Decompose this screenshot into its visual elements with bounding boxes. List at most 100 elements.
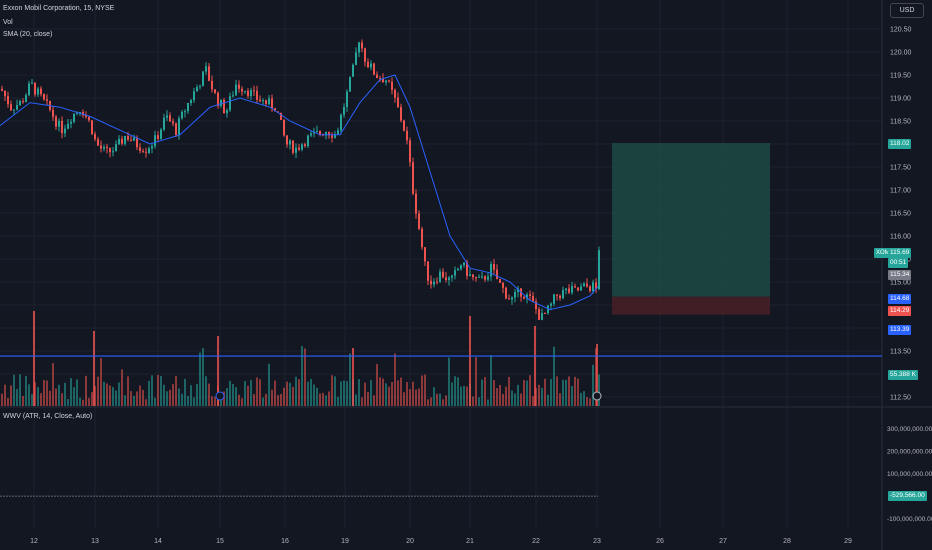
candle-body xyxy=(52,109,54,117)
candle-body xyxy=(481,276,483,278)
sma-legend: SMA (20, close) xyxy=(3,31,53,38)
candle-body xyxy=(115,144,117,152)
volume-bar xyxy=(274,380,276,406)
candle-body xyxy=(358,42,360,53)
volume-bar xyxy=(253,394,255,406)
volume-bar xyxy=(532,396,534,406)
volume-bar xyxy=(223,391,225,406)
stop-badge: 114.29 xyxy=(888,306,912,316)
candle-body xyxy=(274,108,276,112)
candle-body xyxy=(145,151,147,153)
price-tick-label: 119.50 xyxy=(890,73,911,80)
candle-body xyxy=(64,128,66,134)
candle-body xyxy=(361,42,363,49)
volume-bar xyxy=(100,358,102,406)
volume-bar xyxy=(73,387,75,406)
volume-bar xyxy=(316,387,318,406)
position-zones[interactable] xyxy=(612,143,770,315)
candle-body xyxy=(130,139,132,141)
candle-body xyxy=(373,63,375,75)
candle-body xyxy=(259,99,261,102)
volume-bar xyxy=(373,395,375,406)
candle-body xyxy=(454,270,456,276)
wwv-pane: 300,000,000.00 200,000,000.00 100,000,000.… xyxy=(0,426,932,523)
volume-bar xyxy=(241,398,243,406)
candle-body xyxy=(238,84,240,89)
volume-bar xyxy=(361,397,363,406)
candle-body xyxy=(403,120,405,131)
candle-body xyxy=(391,81,393,90)
volume-bar xyxy=(505,386,507,406)
countdown-badge: 00:51 xyxy=(888,258,909,268)
time-tick-label: 21 xyxy=(466,538,474,545)
candle-body xyxy=(217,92,219,106)
candle-body xyxy=(424,247,426,262)
volume-bar xyxy=(136,391,138,406)
volume-bar xyxy=(565,379,567,406)
candle-body xyxy=(427,261,429,281)
candle-body xyxy=(13,109,15,111)
candle-body xyxy=(55,116,57,127)
candle-body xyxy=(460,265,462,269)
candle-body xyxy=(229,96,231,111)
candle-body xyxy=(7,96,9,105)
candle-body xyxy=(277,111,279,113)
candle-body xyxy=(10,104,12,111)
candle-body xyxy=(466,262,468,276)
volume-bar xyxy=(487,399,489,406)
candle-body xyxy=(181,111,183,119)
candle-body xyxy=(334,134,336,138)
candle-body xyxy=(109,147,111,153)
volume-bar xyxy=(499,384,501,406)
candle-body xyxy=(598,250,600,290)
candle-body xyxy=(382,78,384,83)
candle-body xyxy=(127,136,129,140)
currency-button[interactable]: USD xyxy=(890,3,924,18)
price-candles[interactable] xyxy=(1,39,600,321)
candle-body xyxy=(154,135,156,147)
volume-bar xyxy=(514,393,516,406)
volume-bar xyxy=(553,346,555,406)
candle-body xyxy=(31,82,33,84)
volume-bar xyxy=(523,379,525,406)
volume-bar xyxy=(544,378,546,406)
volume-bar xyxy=(151,375,153,406)
volume-bar xyxy=(421,375,423,406)
candle-body xyxy=(193,91,195,101)
volume-bar xyxy=(550,378,552,406)
candle-body xyxy=(523,296,525,299)
volume-bar xyxy=(166,391,168,406)
candle-body xyxy=(538,309,540,320)
volume-bar xyxy=(427,399,429,406)
volume-bar xyxy=(256,377,258,406)
candle-body xyxy=(103,146,105,149)
earnings-marker-icon xyxy=(592,391,602,401)
time-axis[interactable]: 12 13 14 15 16 19 20 21 22 23 26 27 28 29 xyxy=(30,538,852,545)
volume-bar xyxy=(208,383,210,406)
candle-body xyxy=(256,90,258,100)
volume-bar xyxy=(502,393,504,406)
volume-bar xyxy=(304,348,306,406)
volume-bar xyxy=(448,357,450,406)
volume-bar xyxy=(436,393,438,406)
price-badge: 115.69 xyxy=(888,248,912,258)
candle-body xyxy=(268,98,270,104)
volume-bar xyxy=(160,376,162,406)
volume-bar xyxy=(250,380,252,406)
volume-bar xyxy=(280,394,282,406)
volume-bar xyxy=(265,393,267,406)
time-tick-label: 15 xyxy=(216,538,224,545)
volume-bar xyxy=(598,374,600,406)
volume-bar xyxy=(574,376,576,406)
volume-bar xyxy=(331,375,333,406)
volume-bar xyxy=(406,382,408,406)
volume-bar xyxy=(229,380,231,406)
volume-bar xyxy=(367,391,369,406)
candle-body xyxy=(307,135,309,147)
candle-body xyxy=(232,95,234,97)
volume-bar xyxy=(22,396,24,406)
volume-bar xyxy=(472,396,474,406)
volume-bar xyxy=(214,396,216,406)
candle-body xyxy=(526,294,528,299)
